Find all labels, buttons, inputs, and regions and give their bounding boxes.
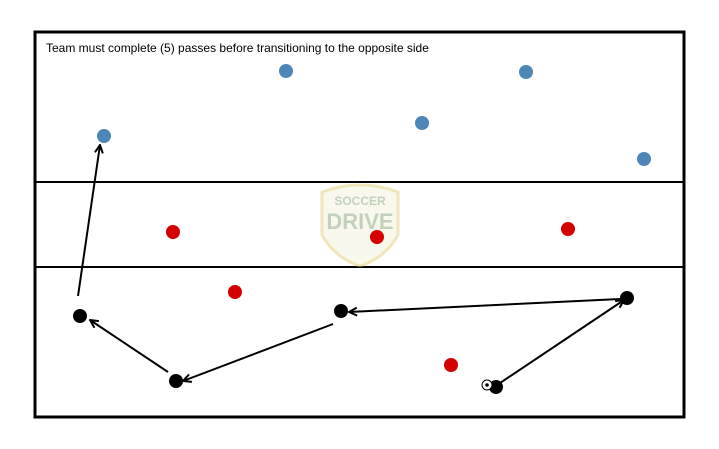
pass-arrow <box>77 145 100 297</box>
red-team <box>166 222 575 372</box>
red-player <box>561 222 575 236</box>
black-player <box>169 374 183 388</box>
ball <box>481 379 493 391</box>
black-player <box>334 304 348 318</box>
watermark-text: SOCCER <box>334 194 386 208</box>
red-player <box>228 285 242 299</box>
watermark-text: DRIVE <box>326 209 393 234</box>
blue-player <box>637 152 651 166</box>
blue-player <box>279 64 293 78</box>
black-team <box>73 291 634 394</box>
watermark: SOCCER DRIVE <box>320 183 400 268</box>
field <box>33 30 686 419</box>
pass-arrow <box>349 298 621 312</box>
watermark-shield <box>320 183 400 268</box>
black-player <box>489 380 503 394</box>
ball-patch <box>485 383 489 387</box>
instruction: Team must complete (5) passes before tra… <box>46 41 429 55</box>
red-player <box>444 358 458 372</box>
red-player <box>370 230 384 244</box>
pass-arrows <box>77 145 624 384</box>
blue-player <box>97 129 111 143</box>
black-player <box>620 291 634 305</box>
blue-player <box>415 116 429 130</box>
pass-arrow <box>90 320 169 373</box>
blue-team <box>97 64 651 166</box>
red-player <box>166 225 180 239</box>
pass-arrow <box>499 300 624 384</box>
blue-player <box>519 65 533 79</box>
pass-arrow <box>183 323 334 381</box>
black-player <box>73 309 87 323</box>
